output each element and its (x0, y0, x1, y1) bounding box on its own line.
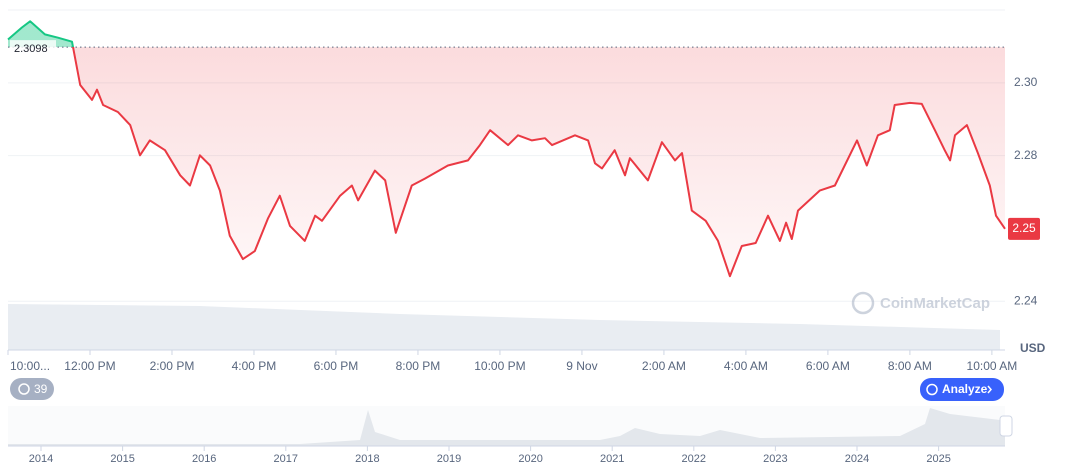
x-tick-label: 2:00 AM (642, 359, 686, 373)
watermark-text: CoinMarketCap (880, 295, 990, 312)
navigator-year: 2016 (192, 453, 216, 465)
x-tick-label: 10:00... (10, 359, 50, 373)
analyze-button[interactable] (920, 378, 1004, 401)
navigator-year: 2024 (845, 453, 869, 465)
current-price-bg (1008, 217, 1040, 240)
history-count: 39 (34, 382, 48, 396)
y-tick-label: 2.30 (1014, 75, 1038, 89)
x-tick-label: 4:00 PM (232, 359, 277, 373)
y-tick-label: 2.28 (1014, 148, 1038, 162)
navigator-year: 2018 (355, 453, 379, 465)
volume-area (8, 304, 1000, 350)
history-icon (18, 383, 30, 395)
analyze-chevron (987, 385, 992, 394)
x-tick-label: 4:00 AM (724, 359, 768, 373)
plot (7, 20, 1006, 302)
history-pill[interactable] (10, 378, 54, 400)
x-tick-label: 10:00 PM (474, 359, 525, 373)
navigator-year: 2020 (518, 453, 542, 465)
x-tick-label: 6:00 PM (314, 359, 359, 373)
area (8, 21, 1005, 277)
x-tick-label: 2:00 PM (150, 359, 195, 373)
current-price-label: 2.25 (1012, 221, 1036, 235)
x-tick-label: 8:00 PM (396, 359, 441, 373)
watermark: CoinMarketCap (851, 291, 990, 315)
navigator-year: 2017 (274, 453, 298, 465)
navigator-year: 2019 (437, 453, 461, 465)
x-tick-label: 8:00 AM (888, 359, 932, 373)
watermark-logo (851, 291, 875, 315)
x-tick-label: 12:00 PM (64, 359, 115, 373)
price-line (7, 20, 1006, 278)
x-tick-label: 10:00 AM (967, 359, 1018, 373)
navigator-area (8, 408, 1005, 446)
navigator-year: 2014 (29, 453, 53, 465)
reference-label-bg (10, 40, 56, 57)
navigator-year: 2021 (600, 453, 624, 465)
navigator-years: 2014 2015 2016 2017 2018 2019 2020 2021 2022 2023… (29, 446, 951, 465)
x-tick-label: 6:00 AM (806, 359, 850, 373)
navigator-year: 2025 (926, 453, 950, 465)
navigator-year: 2023 (763, 453, 787, 465)
x-tick-label: 9 Nov (566, 359, 597, 373)
reference-label: 2.3098 (14, 43, 48, 55)
navigator-year: 2022 (682, 453, 706, 465)
y-tick-label: 2.24 (1014, 293, 1038, 307)
analyze-label: Analyze (942, 382, 988, 396)
navigator-year: 2015 (110, 453, 134, 465)
currency-label: USD (1020, 341, 1046, 355)
analyze-icon (926, 383, 938, 396)
navigator-handle[interactable] (999, 415, 1013, 437)
